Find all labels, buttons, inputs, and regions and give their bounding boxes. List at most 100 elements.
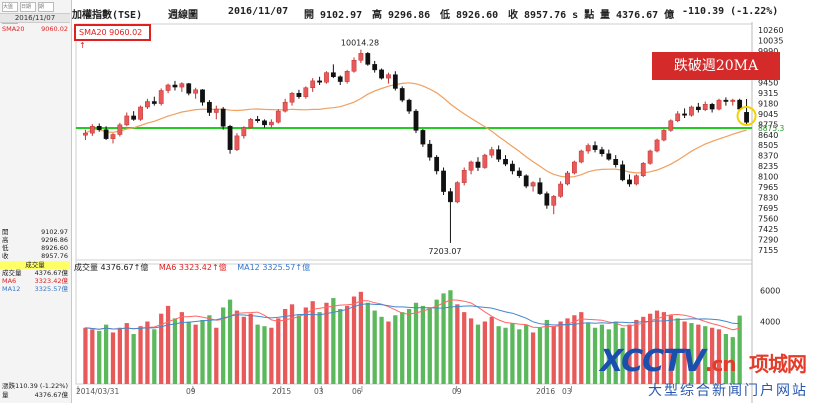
weekly-candlestick-chart[interactable]: 1026010035999097209685945093159180904587… (72, 22, 820, 403)
panel-volume-value: 3325.57億 (34, 285, 68, 293)
volume-bar (592, 327, 598, 384)
volume-bar (489, 316, 494, 384)
volume-bar (289, 304, 295, 384)
candle-body (510, 163, 515, 172)
y-tick-label: 7695 (758, 204, 778, 213)
candle-body (537, 182, 543, 194)
candle-body (255, 119, 260, 121)
high-label: 10014.28 (341, 39, 379, 48)
volume-bar (358, 291, 364, 384)
candle-body (413, 110, 419, 131)
candle-body (275, 110, 281, 123)
candle-body (434, 156, 440, 172)
volume-bar (413, 302, 419, 384)
panel-tab[interactable]: 大盤 (2, 2, 18, 12)
panel-volume-row: MA6 3323.42億 (2, 277, 68, 286)
volume-bar (524, 324, 529, 384)
volume-bar (324, 302, 329, 384)
y-tick-label: 9045 (758, 110, 778, 119)
candle-body (96, 126, 102, 130)
candle-body (530, 182, 536, 187)
title-low: 低 8926.60 (440, 10, 499, 21)
panel-volume-row: 成交量 4376.67億 (2, 269, 68, 278)
candle-body (310, 80, 316, 88)
y-tick-label: 7290 (758, 236, 778, 245)
candle-body (296, 93, 302, 97)
candle-body (640, 163, 646, 176)
volume-bar (386, 321, 391, 384)
x-label: 09 (452, 387, 462, 396)
volume-bar (682, 321, 687, 384)
candle-body (702, 104, 708, 110)
candle-body (523, 175, 529, 187)
volume-bar (448, 290, 453, 384)
volume-bar (730, 337, 735, 384)
candle-body (572, 161, 577, 174)
y-tick-label: 7965 (758, 183, 778, 192)
break-20ma-annotation: 跌破週20MA (652, 52, 780, 80)
candle-body (544, 193, 550, 206)
volume-bar (159, 313, 164, 384)
volume-bar (482, 321, 488, 384)
candle-body (613, 159, 619, 165)
volume-bar (427, 307, 432, 384)
x-label: 2014/03/31 (76, 387, 120, 396)
volume-bar (393, 315, 398, 384)
candle-body (709, 104, 715, 110)
candle-body (131, 115, 137, 120)
candle-body (303, 87, 309, 97)
volume-bar (117, 327, 123, 384)
volume-bar (613, 321, 618, 384)
candle-body (489, 149, 495, 156)
y-tick-label: 7560 (758, 215, 778, 224)
volume-bar (351, 296, 357, 384)
candle-body (448, 191, 453, 203)
candle-body (344, 71, 350, 82)
y-tick-label: 9180 (758, 99, 778, 108)
volume-bar (544, 319, 549, 384)
candle-body (585, 145, 591, 152)
volume-bar (303, 307, 308, 384)
panel-ohlc-row: 高 9296.86 (2, 236, 68, 245)
highlight-circle (736, 105, 757, 126)
panel-volume-label: MA12 (2, 285, 21, 293)
volume-bar (172, 318, 178, 384)
volume-ma12-line (85, 303, 740, 330)
low-label: 7203.07 (428, 247, 461, 256)
candle-body (606, 153, 612, 160)
x-label: 06 (352, 387, 362, 396)
volume-header-ma12: MA12 3325.57↑億 (237, 263, 311, 272)
sma20-line (85, 82, 747, 178)
volume-bar (248, 313, 253, 384)
volume-header: 成交量 4376.67↑億 MA6 3323.42↑億 MA12 3325.57… (74, 262, 310, 273)
candle-body (337, 76, 343, 82)
y-tick-label: 9450 (758, 78, 778, 87)
panel-tab[interactable]: 期 (38, 2, 54, 12)
volume-bar (83, 327, 88, 384)
candle-body (599, 149, 605, 154)
volume-bar (648, 313, 653, 384)
candle-body (454, 182, 460, 203)
volume-bar (207, 315, 212, 384)
candle-body (200, 89, 205, 103)
candle-body (138, 106, 143, 120)
volume-bar (221, 307, 226, 384)
volume-bar (145, 321, 150, 384)
volume-bar (269, 327, 274, 384)
sma20-label-box: SMA20 9060.02 ↑ (74, 24, 151, 50)
volume-bar (696, 324, 701, 384)
candle-body (324, 72, 329, 83)
volume-bar (620, 327, 625, 384)
chart-period[interactable]: 週線圖 (168, 10, 198, 21)
chart-title-bar: 加權指數(TSE) 週線圖 2016/11/07 開 9102.97 高 929… (72, 0, 820, 22)
volume-bar (214, 327, 219, 384)
y-tick-label: 8775 (758, 120, 778, 129)
candle-body (427, 143, 433, 158)
volume-bar (344, 305, 350, 384)
volume-bar (606, 329, 611, 384)
volume-tick-label: 4000 (760, 318, 780, 327)
panel-tab[interactable]: 日期 (20, 2, 36, 12)
candle-body (654, 139, 660, 152)
volume-header-vol: 成交量 4376.67↑億 (74, 263, 149, 272)
candle-body (744, 112, 749, 123)
